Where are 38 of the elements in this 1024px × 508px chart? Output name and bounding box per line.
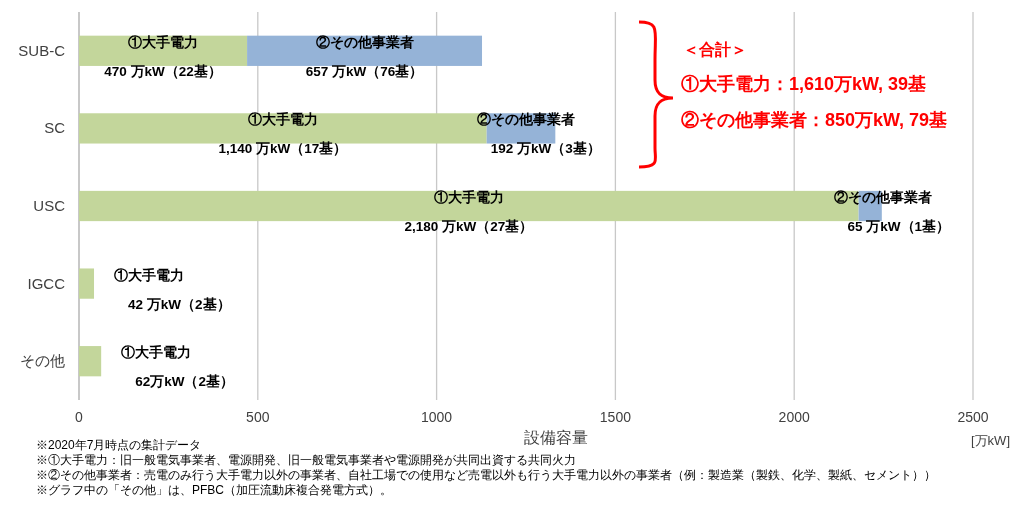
x-tick-label: 1000: [421, 409, 453, 425]
y-tick-label: IGCC: [27, 274, 66, 292]
y-tick-label: USC: [33, 197, 66, 214]
bar: [79, 346, 102, 377]
text: ※②その他事業者：売電のみ行う大手電力以外の事業者、自社工場での使用など売電以外も行う大手電力以外の事業者（例：製造業（製鉄、化学、製紙、セメント））: [36, 468, 936, 482]
data-label: 1,140 万kW（17基）: [218, 141, 348, 157]
data-label: 2,180 万kW（27基）: [404, 219, 534, 234]
y-tick-label: SUB-C: [18, 41, 66, 59]
data-label: 192 万kW（3基）: [490, 141, 601, 157]
annotation: ＜合計＞: [683, 41, 747, 58]
x-tick-label: 500: [246, 409, 270, 425]
annotation: ②その他事業者：850万kW, 79基: [681, 110, 948, 130]
text: ※2020年7月時点の集計データ: [36, 438, 202, 452]
x-tick-label: 1500: [599, 409, 632, 425]
data-label: 657 万kW（76基）: [305, 63, 424, 79]
annotation: ①大手電力：1,610万kW, 39基: [681, 74, 927, 94]
data-label: 42 万kW（2基）: [128, 296, 231, 312]
data-label: 65 万kW（1基）: [847, 219, 951, 234]
text: ①大手電力: [121, 345, 192, 361]
x-tick-label: 2500: [957, 409, 989, 425]
y-tick-label: その他: [20, 352, 65, 370]
bar: [79, 268, 95, 299]
text: ※①大手電力：旧一般電気事業者、電源開発、旧一般電気事業者や電源開発が共同出資する共同火力: [36, 453, 576, 467]
data-label: 470 万kW（22基）: [104, 63, 222, 79]
text: ①大手電力: [114, 267, 185, 283]
series-label: ①大手電力: [247, 112, 318, 128]
x-axis-title: 設備容量: [524, 429, 588, 446]
series-label: ②その他事業者: [833, 190, 932, 205]
text: ②その他事業者: [476, 112, 575, 128]
y-tick-label: SC: [44, 119, 66, 137]
text: ※グラフ中の「その他」は、PFBC（加圧流動床複合発電方式）。: [36, 483, 393, 497]
text: ②その他事業者: [315, 34, 414, 50]
x-tick-label: 2000: [778, 409, 810, 425]
text: ①大手電力: [433, 190, 504, 205]
text: [万kW]: [971, 433, 1010, 448]
x-tick-label: 0: [75, 409, 84, 425]
data-label: 62万kW（2基）: [135, 374, 234, 390]
text: ①大手電力: [128, 34, 199, 50]
